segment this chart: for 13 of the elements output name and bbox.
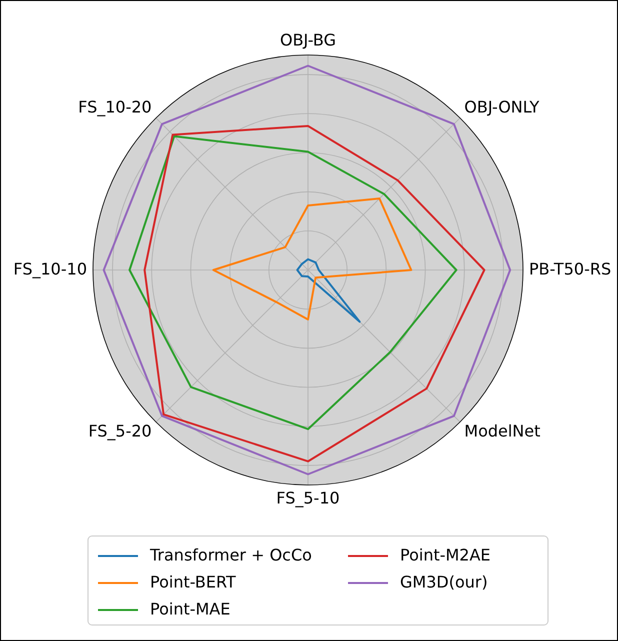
legend-label: Transformer + OcCo (149, 545, 312, 564)
spoke-label: FS_10-20 (78, 97, 152, 116)
spoke-label: FS_10-10 (13, 259, 87, 278)
spoke-label: OBJ-BG (280, 30, 336, 50)
legend-label: GM3D(our) (400, 572, 488, 592)
spoke-label: ModelNet (464, 421, 540, 440)
legend-label: Point-BERT (150, 572, 236, 592)
legend-label: Point-MAE (150, 599, 230, 618)
spoke-label: OBJ-ONLY (464, 97, 540, 116)
spoke-label: PB-T50-RS (529, 259, 612, 278)
legend-label: Point-M2AE (400, 545, 491, 564)
spoke-label: FS_5-10 (276, 488, 340, 508)
spoke-label: FS_5-20 (88, 421, 152, 440)
